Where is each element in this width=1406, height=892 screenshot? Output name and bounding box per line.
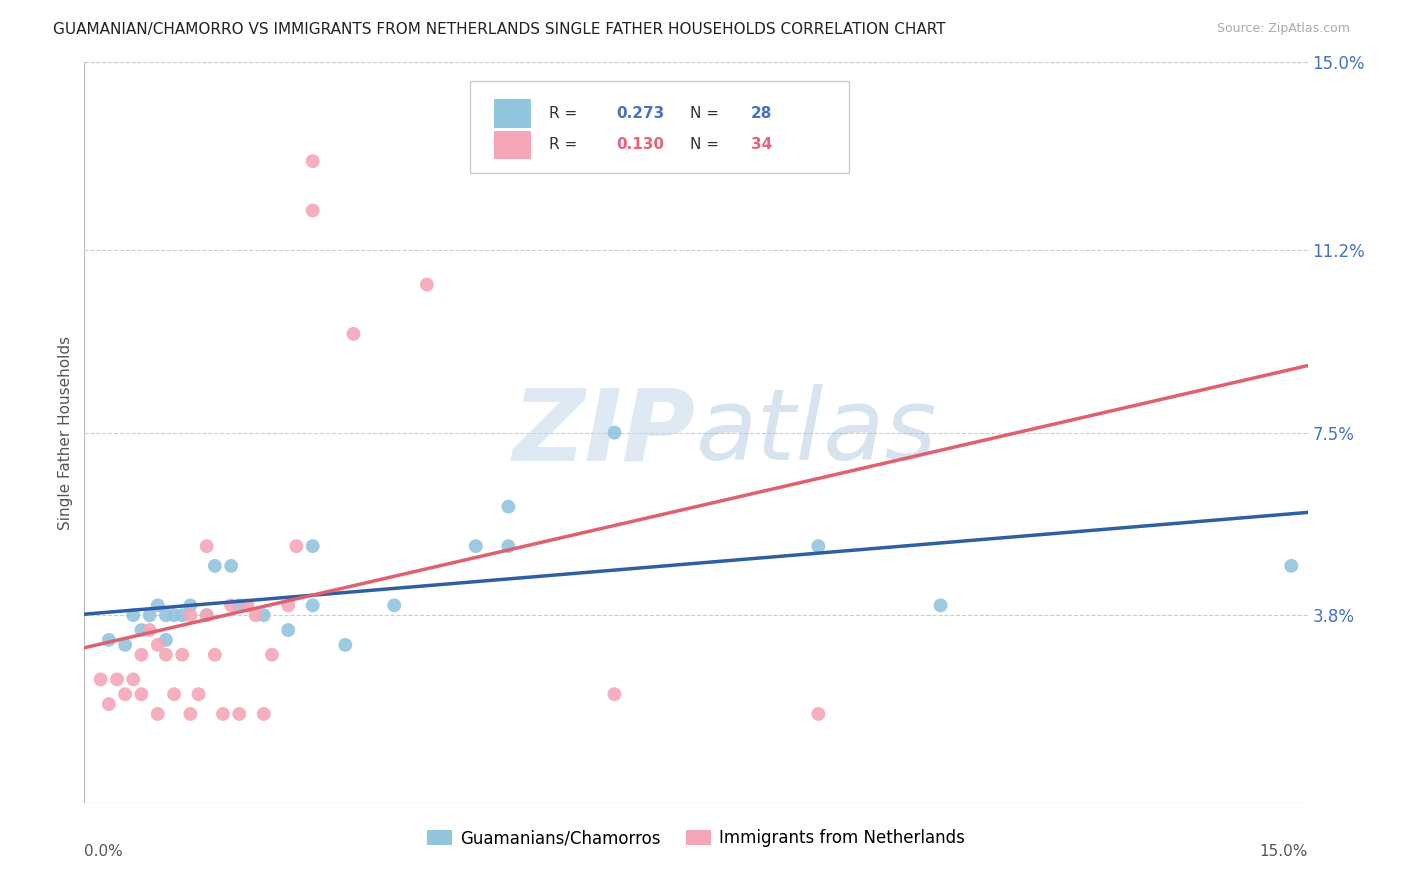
Point	[195, 608, 218, 623]
Point	[335, 638, 357, 652]
Point	[155, 632, 177, 647]
Point	[179, 599, 201, 613]
Point	[382, 599, 405, 613]
Point	[146, 599, 169, 613]
Text: GUAMANIAN/CHAMORRO VS IMMIGRANTS FROM NETHERLANDS SINGLE FATHER HOUSEHOLDS CORRE: GUAMANIAN/CHAMORRO VS IMMIGRANTS FROM NE…	[53, 22, 946, 37]
Point	[228, 706, 250, 721]
Text: N =: N =	[690, 137, 724, 153]
Text: Source: ZipAtlas.com: Source: ZipAtlas.com	[1216, 22, 1350, 36]
Point	[114, 638, 136, 652]
Point	[603, 425, 626, 440]
Point	[195, 539, 218, 553]
Text: 28: 28	[751, 106, 772, 121]
Point	[172, 608, 194, 623]
Point	[105, 673, 128, 687]
Point	[212, 706, 235, 721]
Point	[97, 632, 120, 647]
Point	[187, 687, 209, 701]
Point	[204, 558, 226, 573]
Text: 34: 34	[751, 137, 772, 153]
Point	[122, 673, 145, 687]
Text: N =: N =	[690, 106, 724, 121]
Point	[277, 599, 299, 613]
Point	[1279, 558, 1302, 573]
Point	[163, 687, 186, 701]
Point	[416, 277, 439, 292]
Point	[138, 623, 160, 637]
Point	[97, 697, 120, 711]
Point	[131, 623, 153, 637]
Point	[603, 687, 626, 701]
Point	[301, 599, 323, 613]
Bar	[494, 99, 531, 128]
Point	[179, 706, 201, 721]
Point	[204, 648, 226, 662]
Text: R =: R =	[550, 137, 582, 153]
Point	[131, 687, 153, 701]
Point	[146, 638, 169, 652]
Bar	[494, 130, 531, 159]
Text: 15.0%: 15.0%	[1260, 844, 1308, 858]
Point	[464, 539, 486, 553]
Point	[807, 706, 830, 721]
Point	[253, 706, 276, 721]
Point	[301, 154, 323, 169]
Point	[285, 539, 308, 553]
Point	[195, 608, 218, 623]
Point	[301, 539, 323, 553]
FancyBboxPatch shape	[470, 81, 849, 173]
Point	[138, 608, 160, 623]
Text: R =: R =	[550, 106, 582, 121]
Point	[172, 648, 194, 662]
Point	[236, 599, 259, 613]
Point	[219, 558, 242, 573]
Text: 0.0%: 0.0%	[84, 844, 124, 858]
Legend: Guamanians/Chamorros, Immigrants from Netherlands: Guamanians/Chamorros, Immigrants from Ne…	[420, 822, 972, 854]
Point	[498, 500, 520, 514]
Point	[114, 687, 136, 701]
Point	[163, 608, 186, 623]
Point	[155, 608, 177, 623]
Text: 0.273: 0.273	[616, 106, 665, 121]
Text: atlas: atlas	[696, 384, 938, 481]
Text: 0.130: 0.130	[616, 137, 665, 153]
Point	[131, 648, 153, 662]
Point	[929, 599, 952, 613]
Point	[146, 706, 169, 721]
Point	[90, 673, 112, 687]
Point	[260, 648, 283, 662]
Point	[179, 608, 201, 623]
Point	[342, 326, 364, 341]
Point	[122, 608, 145, 623]
Point	[253, 608, 276, 623]
Text: ZIP: ZIP	[513, 384, 696, 481]
Point	[155, 648, 177, 662]
Point	[807, 539, 830, 553]
Point	[245, 608, 267, 623]
Point	[277, 623, 299, 637]
Point	[498, 539, 520, 553]
Point	[228, 599, 250, 613]
Point	[219, 599, 242, 613]
Y-axis label: Single Father Households: Single Father Households	[58, 335, 73, 530]
Point	[301, 203, 323, 218]
